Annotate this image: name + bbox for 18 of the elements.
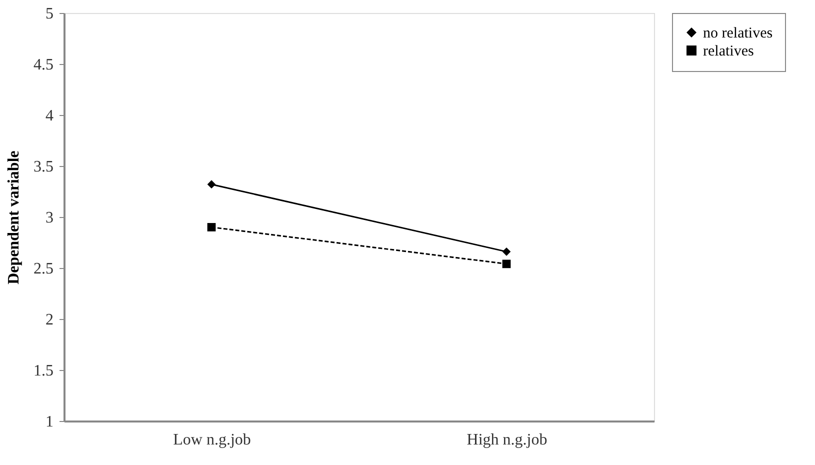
point xyxy=(207,180,216,189)
point xyxy=(207,223,216,232)
y-tick-label: 2.5 xyxy=(34,260,54,278)
y-tick-label: 3 xyxy=(46,210,54,226)
legend-label: relatives xyxy=(703,44,754,60)
x-tick-label: Low n.g.job xyxy=(173,432,251,448)
y-tick-label: 4.5 xyxy=(34,56,54,74)
y-axis-title: Dependent variable xyxy=(6,150,22,284)
point xyxy=(502,260,511,268)
legend-label: no relatives xyxy=(703,26,773,42)
y-tick-label: 3.5 xyxy=(34,158,54,176)
x-tick-label: High n.g.job xyxy=(466,432,548,448)
y-tick-label: 1 xyxy=(46,414,54,430)
y-tick-label: 5 xyxy=(46,6,54,22)
y-tick-label: 4 xyxy=(46,108,54,124)
point xyxy=(502,247,511,256)
y-tick-label: 1.5 xyxy=(34,362,54,380)
y-tick-label: 2 xyxy=(46,312,54,328)
